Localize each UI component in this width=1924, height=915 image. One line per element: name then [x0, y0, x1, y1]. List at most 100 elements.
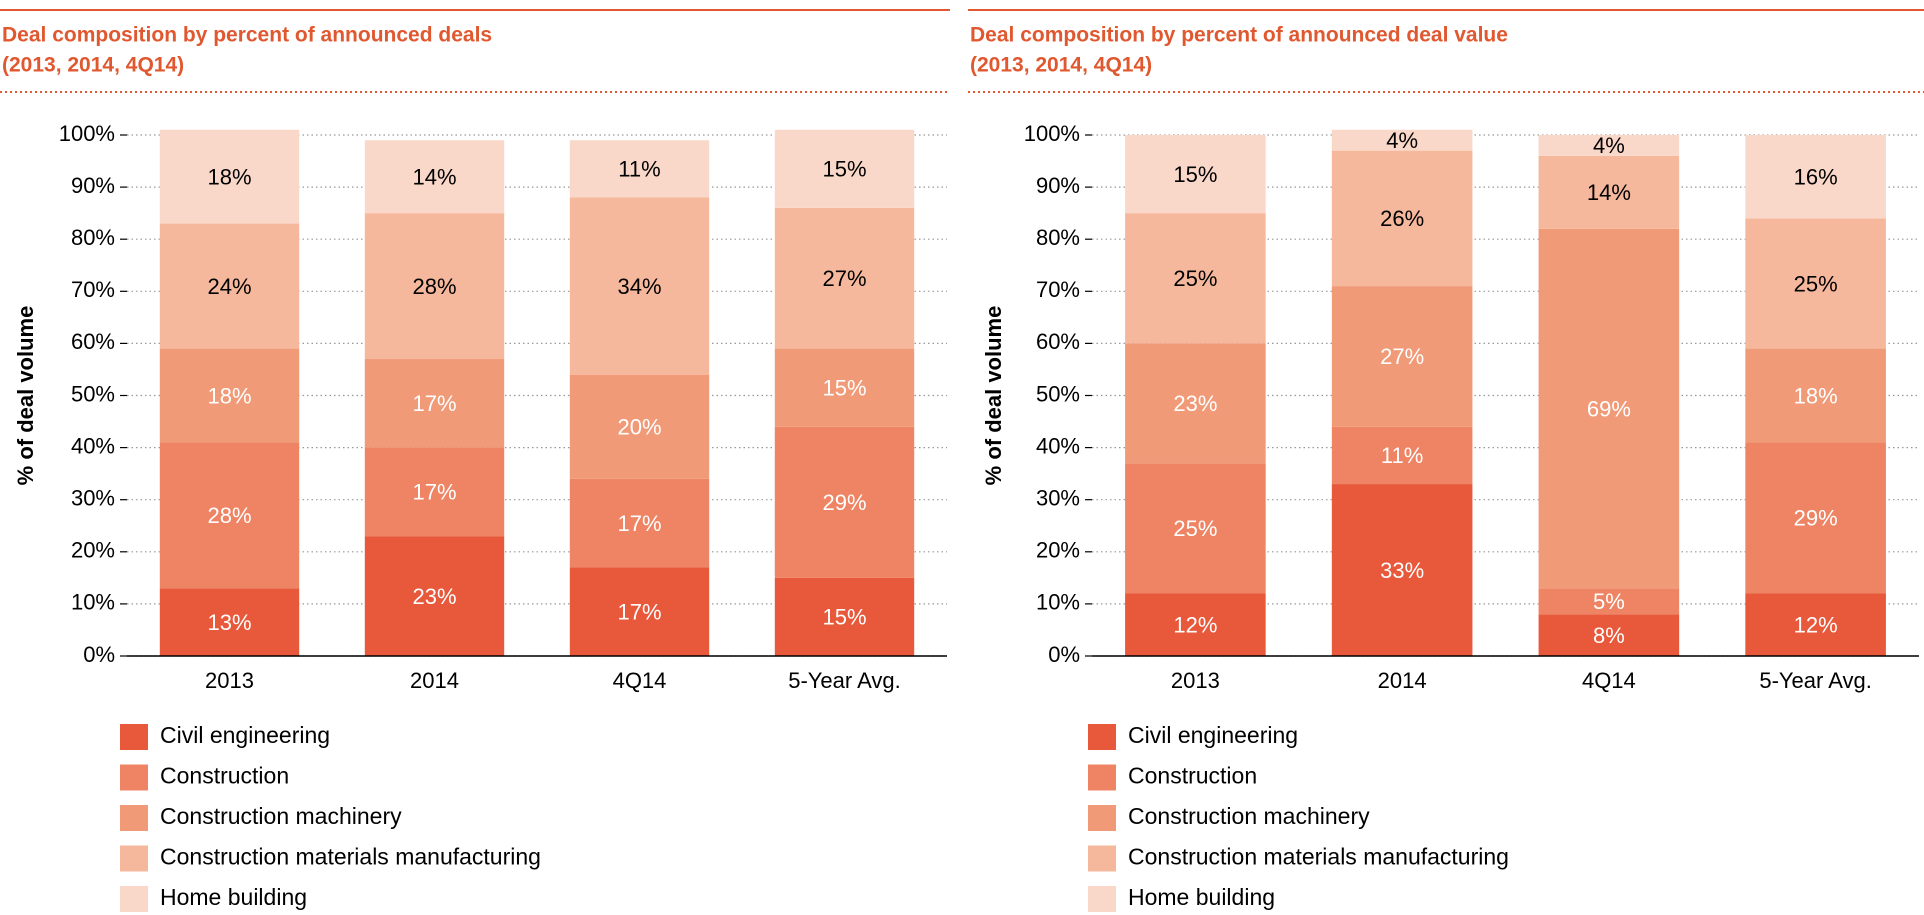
- legend-swatch: [120, 764, 148, 791]
- data-label: 16%: [1794, 164, 1838, 189]
- bar-segment: [1125, 135, 1266, 214]
- bar-segment: [159, 223, 300, 349]
- y-tick-label: 30%: [71, 486, 115, 511]
- data-label: 29%: [822, 490, 866, 515]
- data-label: 33%: [1380, 558, 1424, 583]
- legend-swatch: [1088, 724, 1116, 750]
- chart-title: Deal composition by percent of announced…: [2, 24, 492, 47]
- x-tick-label: 5-Year Avg.: [1759, 668, 1872, 693]
- y-tick-label: 50%: [71, 381, 115, 406]
- x-tick-label: 4Q14: [613, 668, 667, 693]
- data-label: 4%: [1386, 128, 1418, 153]
- bar-segment: [1331, 286, 1473, 427]
- chart-subtitle: (2013, 2014, 4Q14): [970, 54, 1152, 77]
- legend-swatch: [120, 886, 148, 912]
- legend-swatch: [1088, 764, 1116, 791]
- data-label: 27%: [822, 266, 866, 291]
- data-label: 29%: [1794, 506, 1838, 531]
- data-label: 28%: [412, 274, 456, 299]
- bar-segment: [1125, 593, 1266, 656]
- bar-segment: [1331, 426, 1473, 485]
- data-label: 11%: [618, 157, 660, 182]
- data-label: 28%: [207, 503, 251, 528]
- data-label: 18%: [1794, 383, 1838, 408]
- data-label: 5%: [1593, 589, 1625, 614]
- y-tick-label: 90%: [71, 173, 115, 198]
- legend-label: Home building: [160, 884, 307, 910]
- data-label: 17%: [617, 600, 661, 625]
- bar-segment: [1125, 213, 1266, 344]
- legend-swatch: [1088, 886, 1116, 912]
- bar-segment: [364, 536, 505, 656]
- data-label: 12%: [1173, 613, 1217, 638]
- bar-segment: [364, 447, 505, 537]
- bar-segment: [774, 207, 915, 349]
- bar-segment: [569, 374, 710, 479]
- bar-segment: [1331, 129, 1473, 151]
- data-label: 15%: [822, 375, 866, 400]
- bar-segment: [1538, 588, 1680, 615]
- bar-segment: [364, 140, 505, 214]
- data-label: 24%: [207, 274, 251, 299]
- data-label: 23%: [412, 584, 456, 609]
- data-label: 15%: [1173, 162, 1217, 187]
- data-label: 27%: [1380, 344, 1424, 369]
- x-tick-label: 2014: [1378, 668, 1427, 693]
- bar-segment: [569, 478, 710, 568]
- chart-title: Deal composition by percent of announced…: [970, 24, 1508, 47]
- x-tick-label: 2013: [1171, 668, 1220, 693]
- y-tick-label: 10%: [71, 590, 115, 615]
- data-label: 34%: [617, 274, 661, 299]
- data-label: 69%: [1587, 396, 1631, 421]
- bar-segment: [1745, 135, 1886, 219]
- bar-segment: [159, 129, 300, 224]
- data-label: 13%: [207, 610, 251, 635]
- bar-segment: [1331, 150, 1473, 287]
- data-label: 25%: [1794, 271, 1838, 296]
- data-label: 23%: [1173, 391, 1217, 416]
- bar-segment: [774, 577, 915, 656]
- bar-segment: [159, 588, 300, 656]
- bar-segment: [569, 197, 710, 375]
- y-tick-label: 90%: [1036, 173, 1080, 198]
- x-tick-label: 2013: [205, 668, 254, 693]
- bar-segment: [569, 140, 710, 198]
- bar-segment: [159, 348, 300, 443]
- y-tick-label: 80%: [1036, 225, 1080, 250]
- bar-segment: [364, 213, 505, 360]
- bar-segment: [1538, 135, 1680, 156]
- x-tick-label: 2014: [410, 668, 459, 693]
- x-tick-label: 4Q14: [1582, 668, 1636, 693]
- y-tick-label: 0%: [1048, 642, 1080, 667]
- legend-label: Construction machinery: [1128, 803, 1370, 829]
- bar-segment: [1745, 442, 1886, 594]
- data-label: 17%: [617, 511, 661, 536]
- y-tick-label: 60%: [1036, 329, 1080, 354]
- data-label: 25%: [1173, 266, 1217, 291]
- bar-segment: [774, 426, 915, 578]
- bar-segment: [1125, 463, 1266, 594]
- y-tick-label: 0%: [83, 642, 115, 667]
- legend-swatch: [120, 805, 148, 831]
- data-label: 20%: [617, 415, 661, 440]
- chart-subtitle: (2013, 2014, 4Q14): [2, 54, 184, 77]
- y-tick-label: 30%: [1036, 486, 1080, 511]
- y-tick-label: 70%: [71, 277, 115, 302]
- data-label: 25%: [1173, 516, 1217, 541]
- bar-segment: [1125, 343, 1266, 464]
- bar-segment: [1538, 155, 1680, 229]
- data-label: 17%: [412, 480, 456, 505]
- y-tick-label: 20%: [1036, 538, 1080, 563]
- y-axis-label: % of deal volume: [981, 306, 1006, 486]
- y-tick-label: 20%: [71, 538, 115, 563]
- legend-swatch: [120, 724, 148, 750]
- bar-segment: [1331, 484, 1473, 656]
- data-label: 14%: [412, 164, 456, 189]
- bar-segment: [364, 359, 505, 448]
- y-tick-label: 50%: [1036, 381, 1080, 406]
- bar-segment: [1745, 218, 1886, 349]
- bar-segment: [159, 442, 300, 589]
- data-label: 4%: [1593, 133, 1625, 158]
- y-tick-label: 100%: [1024, 121, 1080, 146]
